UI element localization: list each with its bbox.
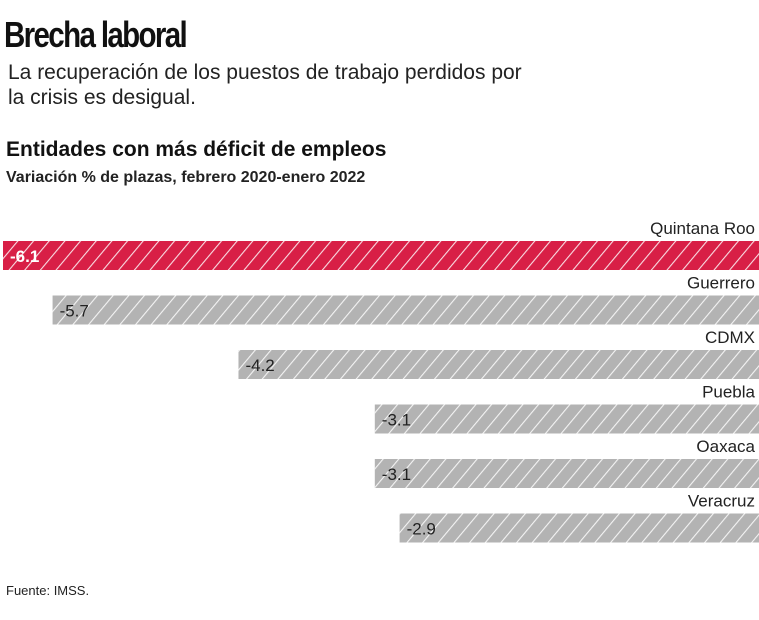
bar-hatch <box>238 350 759 379</box>
category-label: Guerrero <box>687 274 755 293</box>
category-label: CDMX <box>705 328 755 347</box>
bar-hatch <box>52 295 759 325</box>
value-label: -3.1 <box>382 465 411 484</box>
source-note: Fuente: IMSS. <box>6 583 90 598</box>
category-label: Veracruz <box>688 492 755 511</box>
bar-hatch <box>399 513 759 543</box>
value-label: -3.1 <box>382 411 411 430</box>
value-label: -6.1 <box>10 247 39 266</box>
category-label: Quintana Roo <box>650 219 755 238</box>
value-label: -4.2 <box>245 356 274 375</box>
headline: Brecha laboral <box>4 14 188 55</box>
bar-hatch <box>3 241 759 270</box>
chart-subtitle: Variación % de plazas, febrero 2020-ener… <box>6 169 366 186</box>
chart-title: Entidades con más déficit de empleos <box>6 138 387 161</box>
category-label: Puebla <box>702 383 755 402</box>
value-label: -2.9 <box>407 520 436 539</box>
subheadline: La recuperación de los puestos de trabaj… <box>8 61 522 109</box>
bar-hatch <box>374 404 759 434</box>
category-label: Oaxaca <box>696 437 755 456</box>
value-label: -5.7 <box>60 302 89 321</box>
bar-hatch <box>374 459 759 488</box>
